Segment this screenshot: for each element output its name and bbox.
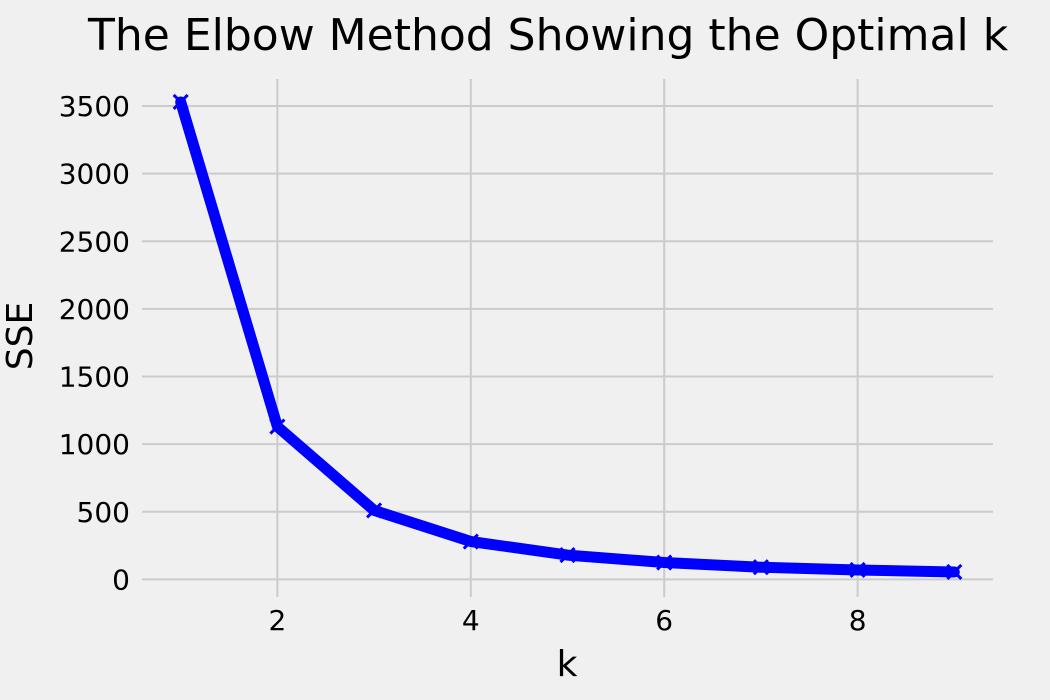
data-point-marker [559, 547, 576, 564]
data-point-marker [656, 554, 673, 571]
data-point-marker [946, 563, 963, 581]
y-tick-label: 1500 [59, 361, 130, 394]
x-tick-label: 4 [462, 604, 480, 637]
y-tick-label: 3000 [59, 158, 130, 191]
data-point-marker [462, 533, 479, 550]
data-point-marker [849, 561, 866, 579]
x-tick-label: 2 [268, 604, 286, 637]
tick-labels: 2 4 6 8 0 500 1000 1500 2000 2500 3000 3500 [59, 90, 867, 637]
y-axis-label: SSE [0, 302, 41, 370]
y-tick-label: 500 [77, 496, 130, 529]
data-point-marker [752, 559, 769, 576]
data-point-marker [172, 93, 189, 111]
grid [142, 79, 993, 597]
chart-title: The Elbow Method Showing the Optimal k [87, 10, 1009, 61]
data-markers [172, 93, 963, 581]
x-axis-label: k [557, 644, 578, 685]
y-tick-label: 2000 [59, 293, 130, 326]
y-tick-label: 2500 [59, 225, 130, 258]
y-tick-label: 1000 [59, 428, 130, 461]
y-tick-label: 0 [112, 563, 130, 596]
data-point-marker [269, 418, 286, 435]
x-tick-label: 6 [655, 604, 673, 637]
x-tick-label: 8 [849, 604, 867, 637]
y-tick-label: 3500 [59, 90, 130, 123]
data-point-marker [366, 502, 383, 519]
